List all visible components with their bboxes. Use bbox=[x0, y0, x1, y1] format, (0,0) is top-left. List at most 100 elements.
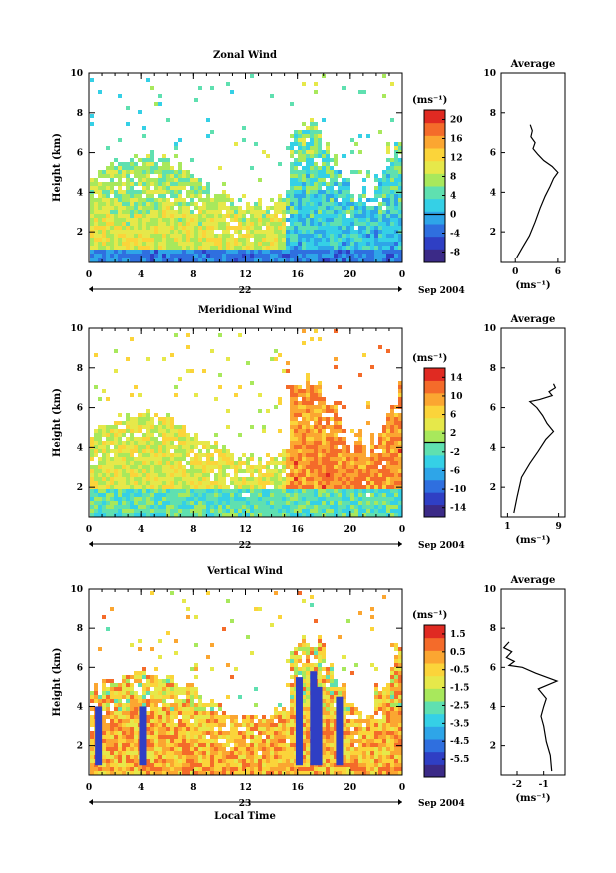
colorbar-swatch bbox=[424, 186, 445, 200]
x-tick-label: 0 bbox=[86, 270, 92, 280]
average-panel: 2 4 6 8 10 0 6 Average (ms⁻¹) bbox=[483, 59, 566, 291]
colorbar: 1.5 0.5 -0.5 -1.5 -2.5 -3.5 -4.5 -5.5 (ms⁻¹) bbox=[412, 610, 469, 778]
arrow-left-icon bbox=[89, 286, 93, 292]
y-axis-label: Height (km) bbox=[52, 133, 63, 202]
colorbar-swatch bbox=[424, 751, 445, 765]
colorbar-swatch bbox=[424, 663, 445, 677]
date-label: Sep 2004 bbox=[418, 541, 465, 551]
colorbar-swatch bbox=[424, 504, 445, 518]
colorbar-swatch bbox=[424, 650, 445, 664]
arrow-right-icon bbox=[398, 799, 402, 805]
colorbar-tick-label: -1.5 bbox=[450, 684, 469, 694]
x-tick-label: 12 bbox=[239, 783, 252, 793]
colorbar-swatch bbox=[424, 380, 445, 394]
colorbar-tick-label: -10 bbox=[450, 485, 466, 495]
colorbar-swatch bbox=[424, 135, 445, 149]
x-tick-label: 8 bbox=[190, 525, 196, 535]
colorbar-swatch bbox=[424, 236, 445, 250]
x-axis-label: Local Time bbox=[214, 811, 276, 822]
average-title: Average bbox=[510, 59, 556, 70]
colorbar: 20 16 12 8 4 0 -4 -8 (ms⁻¹) bbox=[412, 95, 463, 263]
x-tick-label: 20 bbox=[344, 525, 357, 535]
colorbar-tick-label: 4 bbox=[450, 192, 456, 202]
average-y-tick-label: 6 bbox=[490, 404, 496, 414]
y-tick-label: 10 bbox=[70, 585, 83, 595]
colorbar-tick-label: 1.5 bbox=[450, 630, 466, 640]
colorbar-tick-label: 12 bbox=[450, 154, 463, 164]
colorbar-tick-label: -3.5 bbox=[450, 719, 469, 729]
average-y-tick-label: 4 bbox=[490, 443, 496, 453]
x-tick-label: 16 bbox=[291, 783, 304, 793]
colorbar-swatch bbox=[424, 148, 445, 162]
date-label: Sep 2004 bbox=[418, 799, 465, 809]
arrow-left-icon bbox=[89, 541, 93, 547]
colorbar-tick-label: -4.5 bbox=[450, 737, 469, 747]
average-x-tick-label: 6 bbox=[555, 267, 561, 277]
colorbar-swatch bbox=[424, 110, 445, 124]
y-axis-label: Height (km) bbox=[52, 648, 63, 717]
average-y-tick-label: 10 bbox=[483, 585, 496, 595]
average-title: Average bbox=[510, 314, 556, 325]
colorbar-swatch bbox=[424, 173, 445, 187]
y-tick-label: 4 bbox=[77, 188, 83, 198]
colorbar-frame bbox=[423, 624, 446, 778]
day-label: 22 bbox=[239, 286, 252, 296]
x-tick-label: 4 bbox=[138, 783, 144, 793]
average-x-tick-label: -1 bbox=[539, 780, 549, 790]
colorbar-tick-label: -2 bbox=[450, 448, 460, 458]
x-tick-label: 8 bbox=[190, 783, 196, 793]
x-tick-label: 12 bbox=[239, 525, 252, 535]
colorbar-unit: (ms⁻¹) bbox=[412, 353, 447, 364]
average-frame bbox=[500, 588, 566, 776]
colorbar-swatch bbox=[424, 417, 445, 431]
x-tick-label: 20 bbox=[344, 783, 357, 793]
heatmap-field bbox=[90, 591, 402, 775]
average-frame bbox=[500, 327, 566, 518]
y-axis-label: Height (km) bbox=[52, 388, 63, 457]
colorbar-tick-label: -0.5 bbox=[450, 666, 469, 676]
average-unit: (ms⁻¹) bbox=[515, 280, 550, 291]
colorbar-tick-label: 0 bbox=[450, 211, 456, 221]
average-y-tick-label: 2 bbox=[490, 742, 496, 752]
colorbar-swatch bbox=[424, 249, 445, 263]
average-frame bbox=[500, 72, 566, 263]
x-tick-label: 0 bbox=[399, 783, 405, 793]
y-tick-label: 6 bbox=[77, 663, 83, 673]
colorbar-swatch bbox=[424, 739, 445, 753]
y-tick-label: 2 bbox=[77, 228, 83, 238]
y-tick-label: 8 bbox=[77, 109, 83, 119]
colorbar-swatch bbox=[424, 454, 445, 468]
colorbar-tick-label: 0.5 bbox=[450, 648, 466, 658]
x-tick-label: 4 bbox=[138, 525, 144, 535]
colorbar-tick-label: 20 bbox=[450, 116, 463, 126]
y-tick-label: 10 bbox=[70, 69, 83, 79]
y-tick-label: 8 bbox=[77, 364, 83, 374]
x-tick-label: 0 bbox=[86, 783, 92, 793]
average-panel: 2 4 6 8 10 1 9 Average (ms⁻¹) bbox=[483, 314, 566, 546]
colorbar-tick-label: -8 bbox=[450, 249, 460, 259]
average-x-tick-label: 1 bbox=[504, 522, 510, 532]
colorbar-unit: (ms⁻¹) bbox=[412, 95, 447, 106]
colorbar-tick-label: 8 bbox=[450, 173, 456, 183]
y-tick-label: 4 bbox=[77, 443, 83, 453]
panel-title: Vertical Wind bbox=[206, 566, 283, 577]
average-profile-line bbox=[502, 641, 559, 772]
average-y-tick-label: 10 bbox=[483, 324, 496, 334]
colorbar-tick-label: 2 bbox=[450, 429, 456, 439]
colorbar-swatch bbox=[424, 675, 445, 689]
colorbar-swatch bbox=[424, 122, 445, 136]
arrow-left-icon bbox=[89, 799, 93, 805]
colorbar-tick-label: -4 bbox=[450, 230, 460, 240]
day-label: 22 bbox=[239, 541, 252, 551]
colorbar-tick-label: -6 bbox=[450, 466, 460, 476]
y-tick-label: 4 bbox=[77, 702, 83, 712]
colorbar-swatch bbox=[424, 713, 445, 727]
panel-title: Zonal Wind bbox=[213, 50, 277, 61]
colorbar-swatch bbox=[424, 160, 445, 174]
average-y-tick-label: 2 bbox=[490, 483, 496, 493]
colorbar-swatch bbox=[424, 726, 445, 740]
colorbar-unit: (ms⁻¹) bbox=[412, 610, 447, 621]
x-tick-label: 20 bbox=[344, 270, 357, 280]
average-panel: 2 4 6 8 10 -2 -1 Average (ms⁻¹) bbox=[483, 575, 566, 804]
